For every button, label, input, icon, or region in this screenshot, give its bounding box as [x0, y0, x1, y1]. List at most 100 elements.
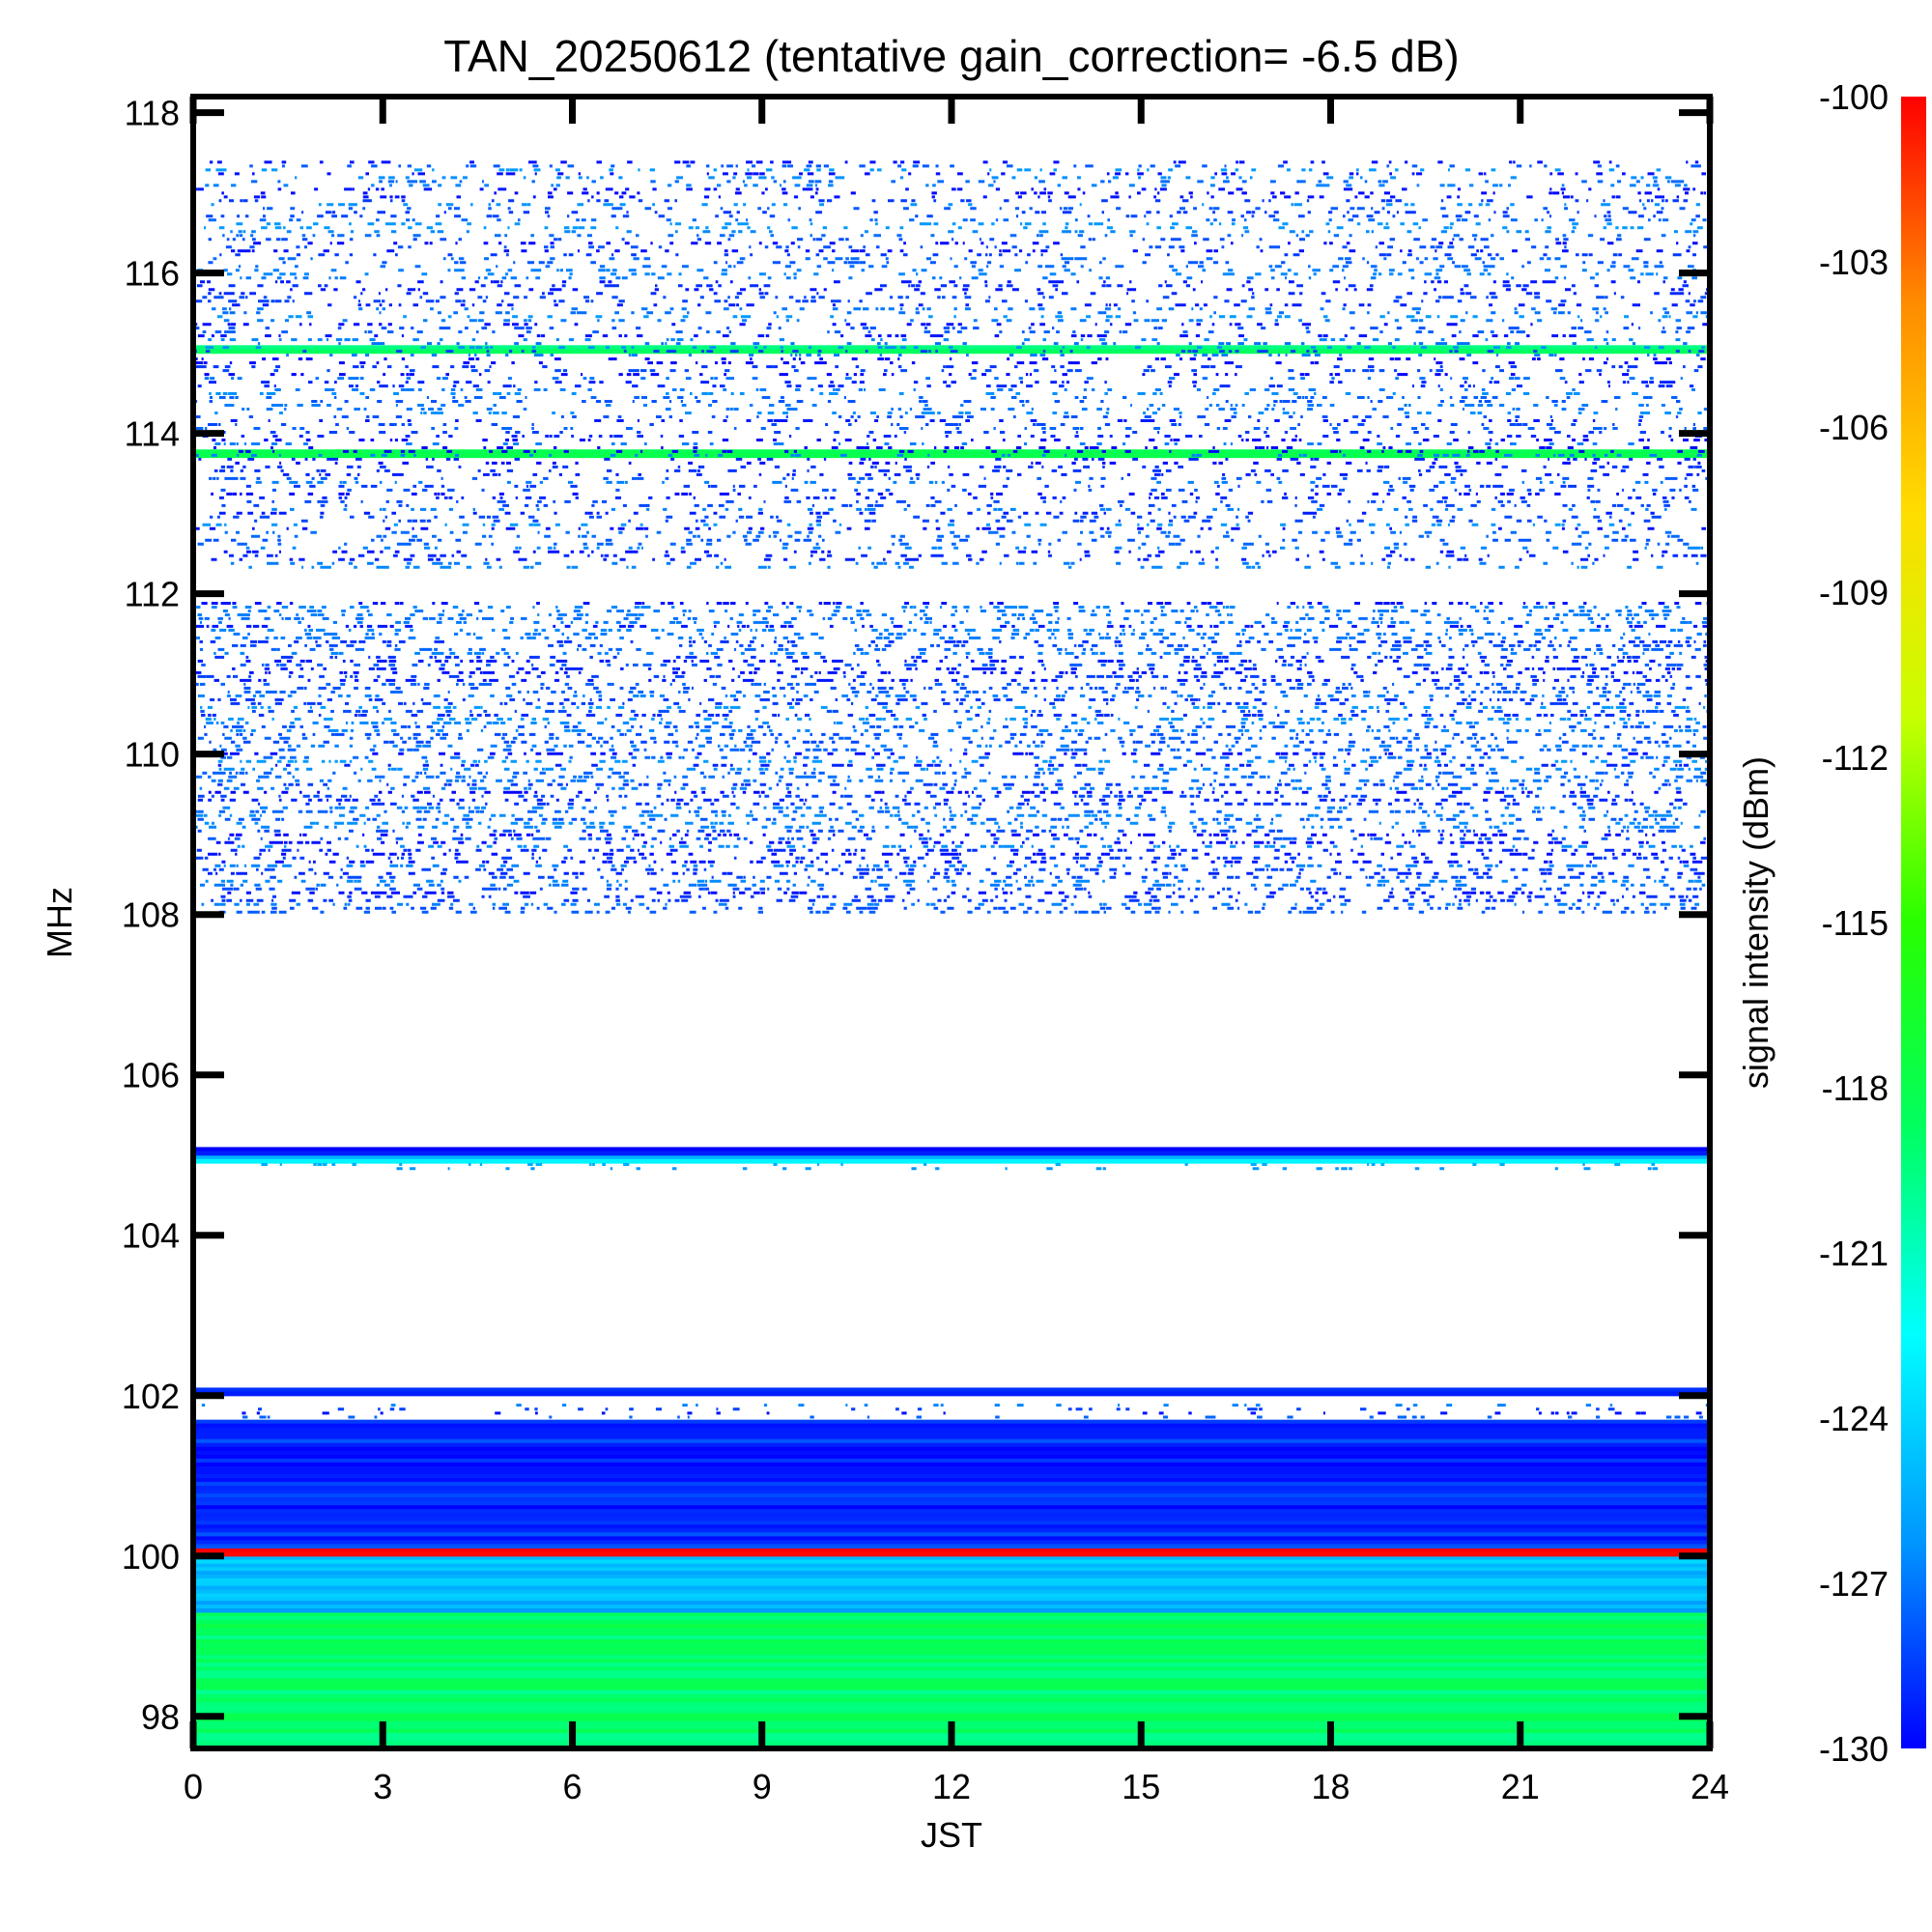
band-speckle-row [218, 172, 1706, 176]
band-speckle-row [212, 307, 1667, 311]
band-speckle-row [193, 875, 1701, 879]
band-speckle-row [218, 511, 1655, 515]
band-speckle-row [221, 887, 1702, 891]
band-speckle-row [194, 365, 1703, 369]
band-speckle-row [208, 238, 1651, 242]
band-speckle-row [255, 480, 1663, 484]
band-stripe [193, 1490, 1710, 1494]
band-speckle-row [199, 620, 1708, 624]
band-speckle-row [222, 610, 1672, 612]
band-speckle-row [195, 415, 1679, 418]
band-stripe [193, 1513, 1710, 1518]
y-tick-label: 102 [122, 1377, 180, 1416]
band-speckle-row [213, 748, 1710, 752]
band-stripe [193, 1651, 1710, 1656]
y-axis-ticks: 98 100 102 104 106 108 110 112 114 116 118 [122, 94, 1710, 1737]
y-tick-label: 110 [125, 735, 180, 775]
band-speckle-row [193, 636, 1692, 639]
x-tick-label: 6 [562, 1767, 582, 1806]
band-speckle-row [242, 1411, 1702, 1415]
band-stripe [193, 1486, 1710, 1491]
band-stripe [193, 1662, 1710, 1667]
band-speckle-row [194, 810, 1706, 813]
band-stripe [193, 1151, 1710, 1156]
colorbar-tick-label: -121 [1819, 1234, 1889, 1273]
band-stripe [193, 1469, 1710, 1475]
band-stripe [193, 1628, 1710, 1633]
band-speckle-row [235, 461, 1701, 465]
band-speckle-row [261, 1163, 1655, 1166]
band-speckle-row [219, 744, 1696, 748]
band-stripe [193, 1678, 1710, 1684]
band-speckle-row [201, 713, 1679, 717]
x-tick-label: 21 [1501, 1767, 1540, 1806]
band-speckle-row [195, 856, 1709, 860]
x-tick-label: 24 [1690, 1767, 1729, 1806]
band-speckle-row [224, 530, 1672, 534]
band-speckle-row [213, 469, 1706, 472]
y-tick-label: 112 [125, 575, 180, 614]
band-speckle-row [197, 736, 1708, 740]
band-stripe [193, 1509, 1710, 1514]
band-speckle-row [217, 782, 1710, 786]
y-tick-label: 108 [122, 895, 180, 935]
band-speckle-row [245, 546, 1704, 550]
band-speckle-row [215, 840, 1706, 844]
band-stripe [193, 1605, 1710, 1609]
x-tick-label: 18 [1311, 1767, 1350, 1806]
band-speckle-row [208, 338, 1681, 342]
band-stripe [193, 1532, 1710, 1538]
spectrogram-plot-area [193, 97, 1710, 1748]
band-speckle-row [237, 844, 1693, 848]
band-stripe [193, 1544, 1710, 1549]
band-stripe [193, 1717, 1710, 1722]
band-stripe [193, 1520, 1710, 1525]
band-speckle-row [239, 449, 1705, 453]
band-speckle-row [208, 218, 1707, 222]
band-stripe [193, 1578, 1710, 1583]
band-speckle-row [229, 833, 1656, 837]
x-tick-label: 9 [753, 1767, 772, 1806]
band-speckle-row [198, 694, 1710, 697]
band-speckle-row [229, 554, 1707, 557]
band-stripe [193, 1536, 1710, 1542]
band-stripe [193, 1639, 1710, 1644]
band-speckle-row [271, 906, 1697, 910]
band-speckle-row [197, 334, 1577, 338]
band-speckle-row [210, 396, 1678, 399]
band-speckle-row [200, 705, 1706, 709]
band-speckle-row [208, 852, 1696, 856]
band-speckle-row [242, 408, 1710, 411]
band-speckle-row [198, 616, 1710, 620]
y-tick-label: 100 [122, 1537, 180, 1577]
band-speckle-row [236, 222, 1693, 226]
band-speckle-row [205, 346, 1705, 350]
band-speckle-row [196, 606, 1681, 609]
band-speckle-row [222, 234, 1696, 238]
band-stripe [193, 1465, 1710, 1471]
band-stripe [193, 1555, 1710, 1561]
band-stripe [193, 1158, 1710, 1164]
band-speckle-row [201, 902, 1700, 906]
band-stripe [193, 1709, 1710, 1715]
x-axis-ticks: 0 3 6 9 12 15 18 21 24 [184, 97, 1729, 1806]
band-speckle-row [254, 519, 1651, 523]
band-speckle-row [212, 439, 1710, 441]
band-stripe [193, 1147, 1710, 1152]
band-stripe [193, 1559, 1710, 1565]
band-stripe [193, 1647, 1710, 1652]
band-stripe [193, 1442, 1710, 1448]
colorbar-tick-label: -118 [1822, 1068, 1889, 1108]
band-speckle-row [217, 315, 1710, 319]
band-speckle-row [197, 794, 1620, 798]
band-stripe [193, 1551, 1710, 1557]
band-speckle-row [222, 311, 1710, 315]
band-speckle-row [396, 1167, 1659, 1171]
band-stripe [193, 1571, 1710, 1576]
band-stripe [193, 1391, 1710, 1397]
band-speckle-row [202, 296, 1707, 299]
band-speckle-row [193, 813, 1701, 817]
band-speckle-row [257, 802, 1688, 806]
band-speckle-row [200, 280, 1710, 284]
band-stripe [193, 1450, 1710, 1456]
